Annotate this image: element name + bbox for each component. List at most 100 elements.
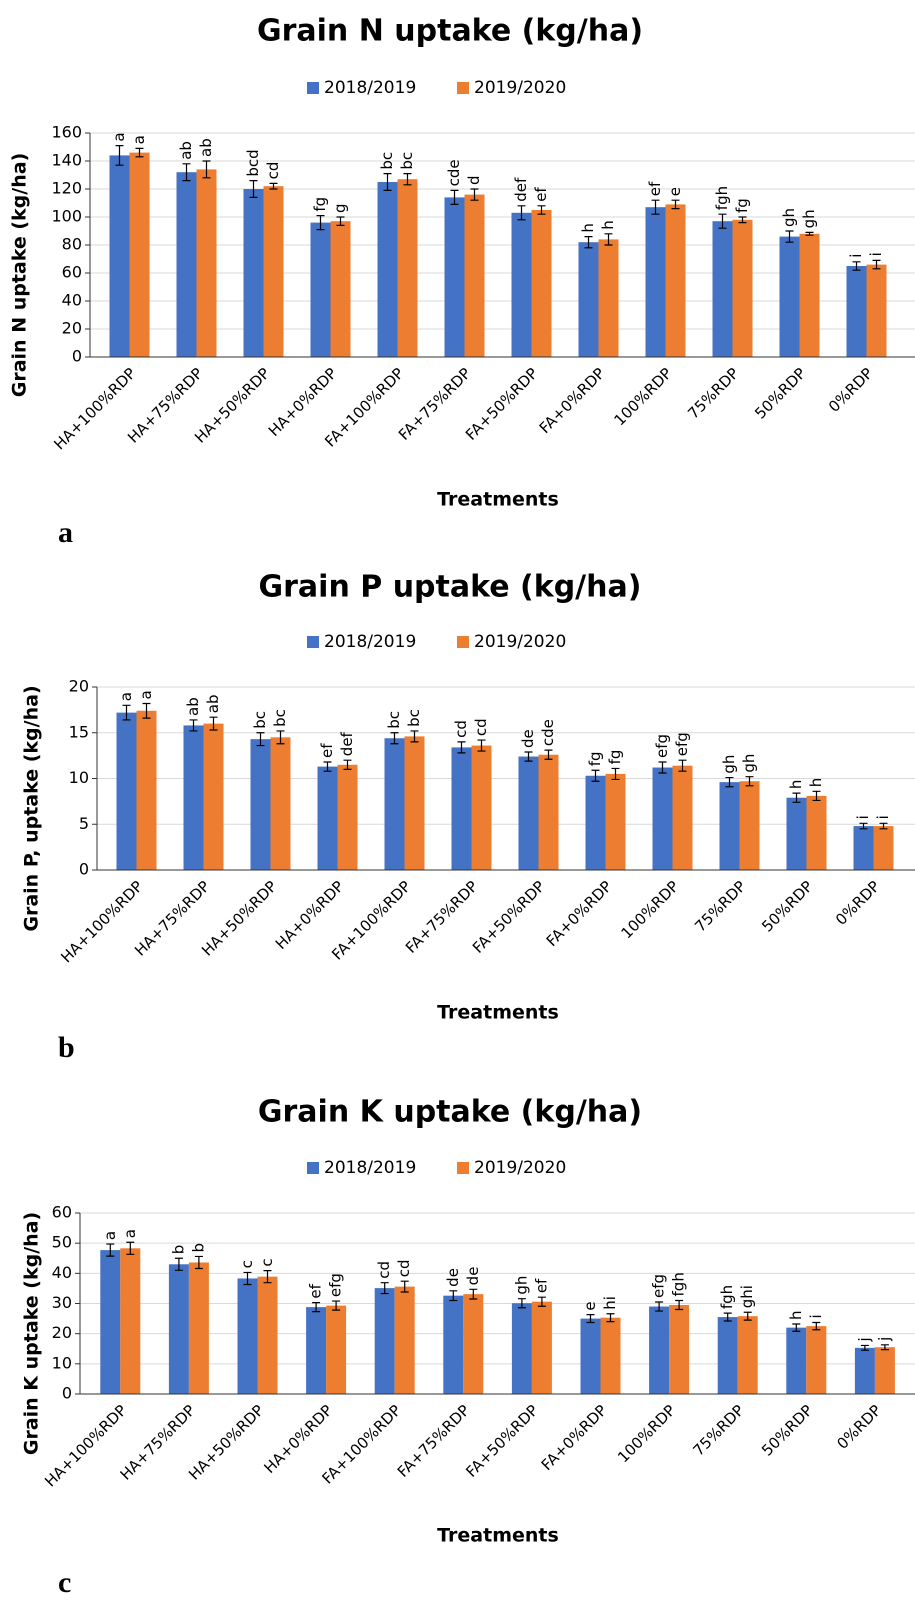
significance-letter: c xyxy=(258,1258,276,1266)
error-bar xyxy=(725,776,734,788)
significance-letter: def xyxy=(338,731,356,756)
bar xyxy=(732,219,753,357)
y-tick-label: 10 xyxy=(52,1353,72,1372)
bar xyxy=(669,1305,690,1394)
error-bar xyxy=(544,749,553,760)
error-bar xyxy=(805,231,814,236)
bar xyxy=(330,221,351,357)
y-tick-label: 50 xyxy=(52,1233,72,1252)
bar xyxy=(806,795,827,870)
bar xyxy=(672,765,693,870)
error-bar xyxy=(785,230,794,243)
error-bar xyxy=(115,145,124,166)
error-bar xyxy=(336,216,345,226)
error-bar xyxy=(390,732,399,745)
bar xyxy=(605,773,626,870)
error-bar xyxy=(202,160,211,179)
x-axis-label: Treatments xyxy=(437,1525,559,1547)
y-axis-label: Grain K uptake (kg/ha) xyxy=(21,1212,43,1455)
bar xyxy=(136,710,157,870)
significance-letter: g xyxy=(331,203,349,213)
significance-letter: cd xyxy=(472,718,490,736)
significance-letter: a xyxy=(101,1231,119,1240)
bar xyxy=(737,1316,758,1394)
error-bar xyxy=(584,236,593,249)
error-bar xyxy=(189,719,198,732)
significance-letter: fg xyxy=(311,197,329,212)
significance-letter: gh xyxy=(740,754,758,773)
y-tick-label: 20 xyxy=(69,677,89,696)
significance-letter: i xyxy=(847,254,865,258)
significance-letter: a xyxy=(117,692,135,701)
bar xyxy=(578,242,599,357)
error-bar xyxy=(106,1243,115,1257)
bar xyxy=(779,236,800,357)
chart: Grain N uptake (kg/ha) 2018/2019 2019/2020… xyxy=(9,14,915,549)
x-tick-label: 0%RDP xyxy=(825,364,876,415)
bar xyxy=(263,186,284,357)
chart-title: Grain N uptake (kg/ha) xyxy=(257,14,643,49)
y-tick-label: 20 xyxy=(52,1323,72,1342)
error-bar xyxy=(675,1299,684,1311)
legend-swatch xyxy=(307,636,319,648)
error-bar xyxy=(852,261,861,271)
legend-swatch xyxy=(307,1162,319,1174)
significance-letter: fg xyxy=(586,751,604,766)
x-tick-label: FA+50%RDP xyxy=(469,877,549,957)
x-tick-label: FA+0%RDP xyxy=(543,877,616,950)
error-bar xyxy=(256,732,265,747)
error-bar xyxy=(457,741,466,754)
significance-letter: gh xyxy=(780,208,798,227)
significance-letter: efg xyxy=(327,1273,345,1297)
error-bar xyxy=(400,1280,409,1293)
significance-letter: ef xyxy=(646,181,664,196)
error-bar xyxy=(477,739,486,752)
panel-label: a xyxy=(58,516,73,549)
x-tick-label: HA+100%RDP xyxy=(50,364,139,453)
error-bar xyxy=(792,792,801,803)
bar xyxy=(652,767,673,870)
error-bar xyxy=(380,1282,389,1295)
error-bar xyxy=(126,1241,135,1255)
bar xyxy=(531,1301,552,1394)
bar xyxy=(712,221,733,357)
error-bar xyxy=(194,1255,203,1270)
bar xyxy=(531,210,552,357)
y-tick-label: 40 xyxy=(62,291,82,310)
error-bar xyxy=(142,702,151,719)
bar xyxy=(463,1294,484,1394)
significance-letter: gh xyxy=(720,755,738,774)
significance-letter: fgh xyxy=(670,1272,688,1296)
x-tick-label: 50%RDP xyxy=(758,1401,816,1459)
chart: Grain K uptake (kg/ha) 2018/2019 2019/2020… xyxy=(21,1095,915,1599)
bar xyxy=(317,766,338,870)
y-tick-label: 100 xyxy=(51,207,82,226)
bar xyxy=(451,747,472,870)
significance-letter: ab xyxy=(177,141,195,160)
x-axis-label: Treatments xyxy=(437,489,559,511)
error-bar xyxy=(872,259,881,270)
error-bar xyxy=(383,173,392,191)
significance-letter: gh xyxy=(800,209,818,228)
bar xyxy=(384,738,405,870)
bar xyxy=(120,1248,141,1394)
significance-letter: b xyxy=(169,1245,187,1255)
error-bar xyxy=(135,147,144,158)
error-bar xyxy=(745,776,754,787)
significance-letter: hi xyxy=(601,1296,619,1310)
error-bar xyxy=(323,761,332,772)
error-bar xyxy=(723,1312,732,1322)
x-tick-label: FA+50%RDP xyxy=(462,364,542,444)
significance-letter: h xyxy=(807,778,825,788)
bar xyxy=(443,1295,464,1394)
error-bar xyxy=(671,199,680,210)
significance-letter: cde xyxy=(445,159,463,186)
y-tick-label: 40 xyxy=(52,1263,72,1282)
bar xyxy=(306,1307,327,1394)
bar xyxy=(874,1347,895,1394)
error-bar xyxy=(449,1290,458,1302)
significance-letter: fg xyxy=(606,750,624,765)
significance-letter: cde xyxy=(539,719,557,746)
bar xyxy=(665,204,686,357)
